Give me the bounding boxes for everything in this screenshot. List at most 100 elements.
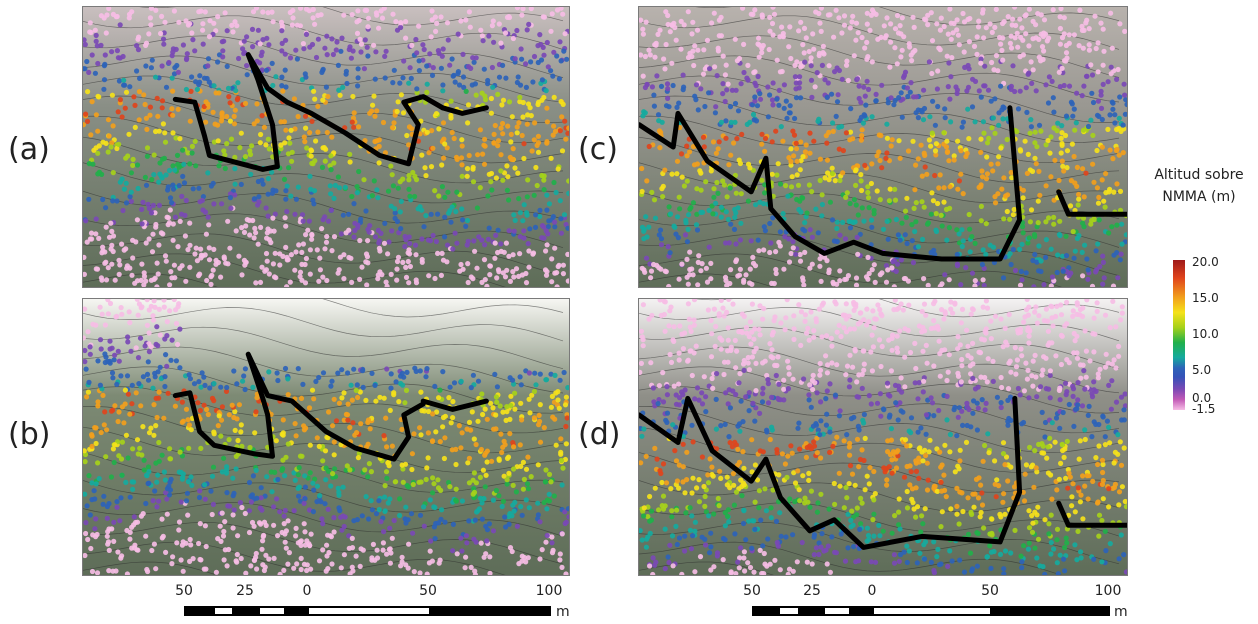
elevation-point xyxy=(450,521,456,527)
elevation-point xyxy=(992,130,998,136)
elevation-point xyxy=(680,87,686,93)
elevation-point xyxy=(151,541,157,547)
elevation-point xyxy=(208,488,214,494)
elevation-point xyxy=(157,160,163,166)
elevation-point xyxy=(144,153,150,159)
elevation-point xyxy=(101,493,107,499)
elevation-point xyxy=(902,232,908,238)
elevation-point xyxy=(246,529,253,536)
elevation-point xyxy=(983,251,989,257)
elevation-point xyxy=(770,7,776,10)
elevation-point xyxy=(101,422,107,428)
elevation-point xyxy=(771,11,778,17)
elevation-point xyxy=(780,138,786,144)
elevation-point xyxy=(410,169,416,176)
elevation-point xyxy=(1024,376,1030,382)
elevation-point xyxy=(121,186,127,192)
elevation-point xyxy=(1048,174,1054,180)
elevation-point xyxy=(1054,128,1060,134)
elevation-point xyxy=(252,225,258,231)
elevation-point xyxy=(819,201,825,208)
elevation-point xyxy=(929,70,935,77)
elevation-point xyxy=(818,544,824,550)
elevation-point xyxy=(347,151,353,157)
elevation-point xyxy=(1096,217,1102,223)
elevation-point xyxy=(674,104,680,110)
elevation-point xyxy=(674,158,681,164)
elevation-point xyxy=(200,207,206,213)
elevation-point xyxy=(183,18,189,24)
elevation-point xyxy=(976,18,982,24)
elevation-point xyxy=(662,268,668,274)
elevation-point xyxy=(134,299,140,302)
elevation-point xyxy=(639,360,644,366)
elevation-point xyxy=(151,172,157,178)
elevation-point xyxy=(642,53,648,60)
elevation-point xyxy=(448,98,454,104)
elevation-point xyxy=(884,121,890,127)
elevation-point xyxy=(130,446,136,452)
elevation-point xyxy=(1076,191,1082,198)
elevation-point xyxy=(171,8,177,14)
elevation-point xyxy=(355,83,361,89)
elevation-point xyxy=(511,381,517,387)
elevation-point xyxy=(163,258,169,264)
elevation-point xyxy=(375,195,381,201)
elevation-point xyxy=(1061,454,1067,460)
elevation-point xyxy=(693,82,700,88)
elevation-point xyxy=(480,38,486,44)
elevation-point xyxy=(1000,20,1006,27)
elevation-point xyxy=(932,172,938,179)
elevation-point xyxy=(285,518,291,524)
elevation-point xyxy=(1081,224,1087,230)
elevation-point xyxy=(984,140,991,146)
elevation-point xyxy=(535,149,542,155)
elevation-point xyxy=(109,49,115,55)
elevation-point xyxy=(720,81,726,87)
elevation-point xyxy=(836,124,842,130)
elevation-point xyxy=(959,306,966,312)
elevation-point xyxy=(406,80,412,86)
elevation-point xyxy=(560,271,566,277)
elevation-point xyxy=(336,185,342,191)
elevation-point xyxy=(487,554,493,560)
elevation-point xyxy=(796,302,802,308)
elevation-point xyxy=(455,71,461,77)
elevation-point xyxy=(480,151,486,157)
elevation-point xyxy=(1017,16,1023,22)
elevation-point xyxy=(853,20,860,26)
elevation-point xyxy=(201,374,207,380)
elevation-point xyxy=(887,64,893,70)
elevation-point xyxy=(732,100,739,107)
elevation-point xyxy=(159,98,166,104)
elevation-point xyxy=(843,194,849,200)
elevation-point xyxy=(714,73,720,79)
elevation-point xyxy=(324,233,330,240)
elevation-point xyxy=(509,114,515,120)
elevation-point xyxy=(989,29,995,35)
elevation-point xyxy=(514,523,520,529)
elevation-point xyxy=(231,113,237,119)
elevation-point xyxy=(454,240,460,246)
contour-line xyxy=(83,55,564,103)
elevation-point xyxy=(172,275,178,281)
elevation-point xyxy=(855,251,861,257)
elevation-point xyxy=(1022,138,1028,144)
elevation-point xyxy=(93,481,99,487)
elevation-point xyxy=(112,442,118,448)
elevation-point xyxy=(836,470,842,476)
elevation-point xyxy=(666,283,672,287)
elevation-point xyxy=(83,491,88,497)
elevation-point xyxy=(768,240,774,246)
elevation-point xyxy=(914,504,921,510)
elevation-point xyxy=(678,46,684,52)
elevation-point xyxy=(492,371,498,377)
elevation-point xyxy=(671,223,677,229)
elevation-point xyxy=(552,372,558,378)
elevation-point xyxy=(918,107,924,114)
elevation-point xyxy=(1025,240,1031,246)
elevation-point xyxy=(266,42,272,48)
elevation-point xyxy=(293,525,299,531)
elevation-point xyxy=(298,542,304,548)
elevation-point xyxy=(763,508,769,514)
